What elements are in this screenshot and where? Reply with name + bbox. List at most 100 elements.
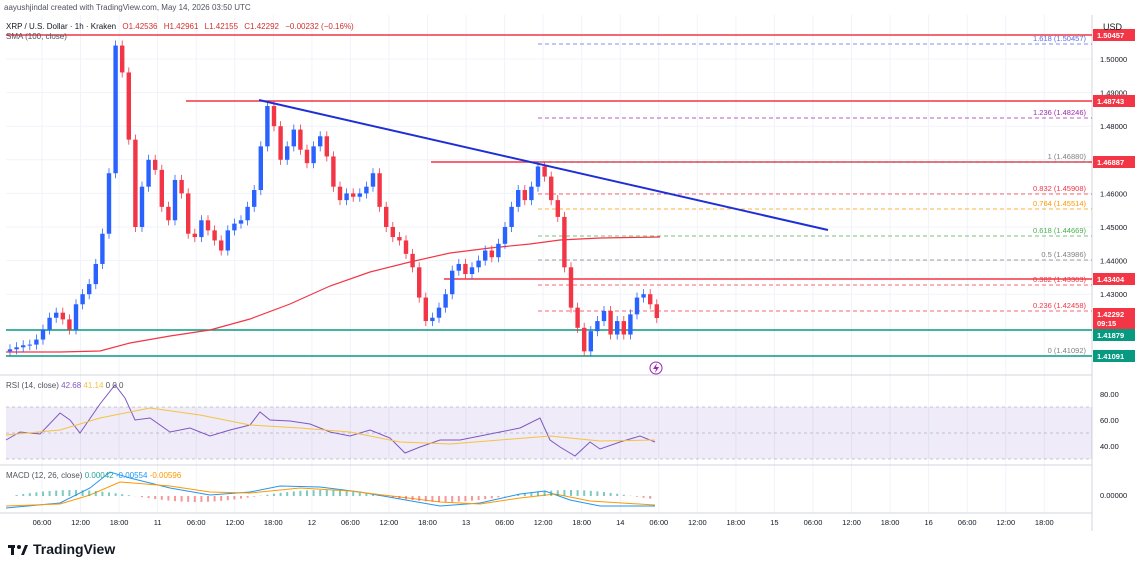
time-tick-label: 06:00 [187, 518, 206, 527]
fib-level-label: 0.832 (1.45908) [1033, 184, 1086, 193]
price-tag-label: 1.46887 [1097, 158, 1124, 167]
macd-histogram-bar [220, 496, 223, 501]
macd-histogram-bar [589, 490, 592, 496]
fib-level-label: 1 (1.46880) [1048, 152, 1087, 161]
time-tick-label: 18:00 [264, 518, 283, 527]
rsi-zero-3: 0 [119, 381, 124, 390]
macd-legend[interactable]: MACD (12, 26, close) 0.00042 -0.00554 -0… [6, 471, 181, 480]
macd-histogram-bar [530, 492, 533, 496]
candle-body [113, 45, 118, 174]
macd-histogram-bar [576, 490, 579, 496]
candle-body [232, 223, 237, 231]
price-tick-label: 1.43000 [1100, 290, 1127, 299]
macd-histogram-bar [636, 496, 638, 497]
macd-histogram-bar [88, 490, 91, 496]
macd-histogram-bar [292, 491, 295, 496]
macd-histogram-bar [279, 492, 282, 496]
rsi-legend[interactable]: RSI (14, close) 42.68 41.14 0 0 0 [6, 381, 124, 390]
macd-histogram-bar [405, 496, 407, 500]
candle-body [21, 345, 26, 348]
price-tag-label: 1.48743 [1097, 97, 1124, 106]
macd-histogram-bar [603, 492, 605, 496]
macd-histogram-bar [81, 490, 84, 496]
symbol-legend[interactable]: XRP / U.S. Dollar · 1h · Kraken O1.42536… [6, 22, 358, 31]
price-tag-label: 09:15 [1097, 319, 1116, 328]
candle-body [364, 186, 369, 194]
price-tick-label: 1.44000 [1100, 257, 1127, 266]
candle-body [568, 267, 574, 308]
macd-histogram-bar [22, 494, 25, 496]
candle-body [370, 173, 376, 187]
macd-histogram-bar [358, 492, 361, 496]
candle-body [153, 159, 158, 170]
macd-histogram-bar [121, 494, 124, 496]
macd-histogram-bar [28, 493, 31, 496]
macd-histogram-bar [345, 491, 348, 496]
macd-histogram-bar [94, 491, 97, 496]
time-tick-label: 06:00 [495, 518, 514, 527]
macd-histogram-bar [457, 496, 460, 502]
candle-body [271, 106, 277, 127]
candle-body [60, 312, 65, 320]
macd-histogram-bar [200, 496, 203, 502]
price-tag-box [1093, 273, 1135, 285]
candle-body [67, 319, 72, 330]
candle-body [430, 317, 435, 322]
candle-body [608, 311, 613, 335]
chart-credit: aayushjindal created with TradingView.co… [4, 3, 251, 12]
lightning-icon[interactable] [649, 361, 663, 375]
fib-level-label: 0.5 (1.43986) [1041, 250, 1086, 259]
price-tag-label: 1.41091 [1097, 352, 1124, 361]
fib-level-label: 0.764 (1.45514) [1033, 199, 1086, 208]
macd-histogram-bar [543, 491, 546, 496]
candle-body [654, 304, 659, 319]
macd-histogram-bar [424, 496, 427, 502]
macd-histogram-bar [273, 493, 275, 496]
macd-histogram-bar [75, 490, 77, 496]
candle-body [40, 329, 46, 340]
trend-line[interactable] [258, 99, 829, 231]
candle-body [628, 314, 633, 335]
symbol-name: XRP / U.S. Dollar · 1h · Kraken [6, 22, 117, 31]
macd-histogram-bar [438, 496, 440, 502]
time-tick-label: 12:00 [225, 518, 244, 527]
candle-body [100, 233, 105, 264]
candle-body [489, 250, 494, 258]
macd-histogram-bar [352, 491, 355, 496]
candle-body [34, 339, 39, 345]
fib-level-label: 1.236 (1.48246) [1033, 108, 1086, 117]
candle-body [106, 173, 112, 234]
macd-histogram-bar [464, 496, 467, 502]
rsi-ma-value: 41.14 [83, 381, 104, 390]
candle-body [344, 193, 349, 201]
time-tick-label: 15 [770, 518, 778, 527]
fib-level-label: 0.236 (1.42458) [1033, 301, 1086, 310]
candle-body [403, 240, 409, 254]
macd-histogram-bar [213, 496, 216, 502]
price-tick-label: 1.49000 [1100, 89, 1127, 98]
candle-body [351, 193, 356, 197]
macd-histogram-bar [497, 496, 500, 498]
macd-histogram-bar [312, 490, 315, 496]
currency-label[interactable]: USD [1103, 22, 1123, 32]
macd-histogram-bar [563, 490, 566, 496]
time-tick-label: 12:00 [71, 518, 90, 527]
macd-histogram-bar [187, 496, 190, 502]
macd-histogram-bar [114, 493, 117, 496]
ohlc-open: O1.42536 [122, 22, 158, 31]
sma-legend[interactable]: SMA (100, close) [6, 32, 67, 41]
macd-histogram-bar [55, 490, 58, 496]
time-axis[interactable]: 06:00 12:00 18:00 11 06:00 12:00 18:00 12 06:00 1… [33, 518, 1054, 527]
time-tick-label: 18:00 [572, 518, 591, 527]
macd-histogram-bar [42, 491, 44, 496]
tradingview-logo[interactable]: TradingView [8, 541, 115, 557]
macd-histogram-bar [550, 490, 553, 496]
ohlc-change: −0.00232 (−0.16%) [285, 22, 354, 31]
macd-histogram-bar [616, 493, 619, 496]
time-tick-label: 18:00 [881, 518, 900, 527]
candle-body [549, 176, 554, 201]
sma-line [6, 236, 661, 353]
candle-body [601, 311, 607, 322]
candle-body [634, 297, 640, 315]
